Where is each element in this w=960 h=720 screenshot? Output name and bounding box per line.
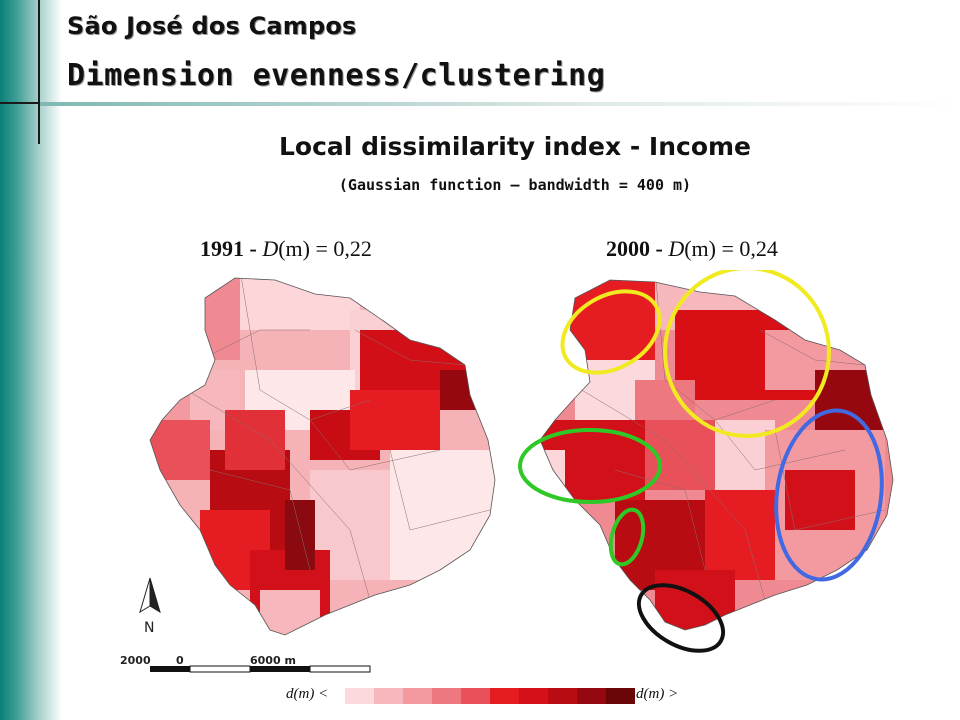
scale-bar	[150, 665, 371, 673]
highlight-yellow-nw	[560, 289, 662, 375]
legend-swatch	[606, 688, 635, 704]
highlight-green-sw	[608, 507, 646, 567]
legend-swatch	[490, 688, 519, 704]
legend-swatch	[403, 688, 432, 704]
highlight-yellow-n	[663, 270, 831, 438]
highlight-black-s	[636, 583, 726, 653]
map-value-1991: 0,22	[333, 236, 372, 261]
formula-arg: (m)	[684, 236, 716, 261]
side-gradient	[0, 0, 62, 720]
north-label: N	[144, 620, 154, 636]
legend-swatch	[461, 688, 490, 704]
legend-left-symbol: d	[286, 686, 294, 702]
slide-title-city: São José dos Campos	[67, 12, 357, 40]
formula-equals: =	[715, 236, 740, 261]
header-divider	[40, 102, 960, 106]
corner-line-vertical	[38, 0, 40, 144]
scale-label-right: 6000 m	[250, 654, 296, 667]
slide-title-dimension: Dimension evenness/clustering	[67, 58, 606, 93]
map-year-1991: 1991 -	[200, 236, 257, 261]
formula-1991: D(m) = 0,22	[262, 236, 372, 261]
map-value-2000: 0,24	[739, 236, 778, 261]
legend-swatch	[548, 688, 577, 704]
formula-symbol: D	[668, 236, 685, 261]
legend-left-arg: (m)	[293, 686, 315, 702]
legend-right-label: d(m) >	[636, 686, 678, 703]
legend-swatch	[519, 688, 548, 704]
legend-swatch	[577, 688, 606, 704]
map-year-2000: 2000 -	[606, 236, 663, 261]
map-section-title: Local dissimilarity index - Income	[279, 132, 751, 161]
legend-left-comparator: <	[318, 686, 329, 702]
scale-label-left: 2000	[120, 654, 151, 667]
legend-swatch	[345, 688, 374, 704]
highlight-blue-e	[774, 408, 884, 582]
map-2000	[515, 270, 910, 665]
map-section-subtitle: (Gaussian function – bandwidth = 400 m)	[338, 176, 692, 194]
north-arrow-icon	[139, 577, 161, 614]
legend-left-label: d(m) <	[286, 686, 328, 703]
corner-line-horizontal	[0, 102, 40, 104]
legend-right-symbol: d	[636, 686, 644, 702]
scale-label-mid: 0	[176, 654, 184, 667]
legend-right-arg: (m)	[643, 686, 665, 702]
legend-swatch	[432, 688, 461, 704]
formula-arg: (m)	[278, 236, 310, 261]
map-label-2000: 2000 - D(m) = 0,24	[606, 236, 778, 262]
legend-right-comparator: >	[668, 686, 679, 702]
formula-equals: =	[309, 236, 334, 261]
highlight-green-w	[518, 428, 662, 504]
legend-swatch	[374, 688, 403, 704]
map-1991: N	[110, 270, 500, 680]
formula-symbol: D	[262, 236, 279, 261]
formula-2000: D(m) = 0,24	[668, 236, 778, 261]
map-label-1991: 1991 - D(m) = 0,22	[200, 236, 372, 262]
